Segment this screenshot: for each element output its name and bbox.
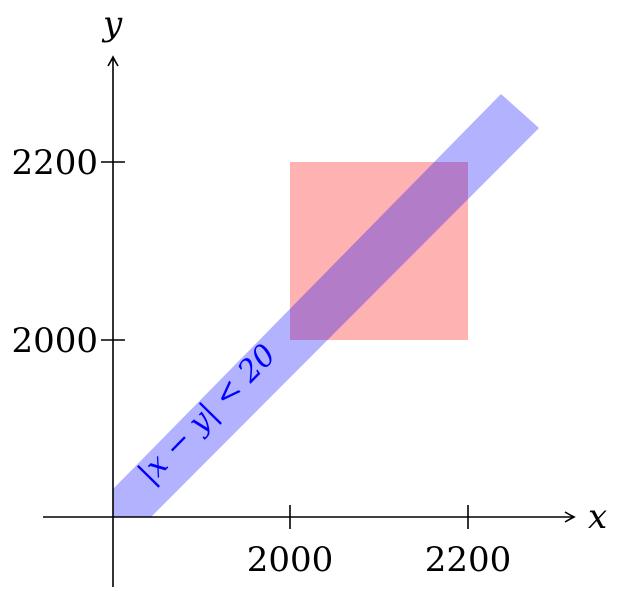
x-axis-label: x (588, 497, 607, 537)
band-label: |x − y| < 20 (131, 338, 283, 491)
y-tick-label-2000: 2000 (11, 321, 98, 361)
y-axis-label: y (101, 4, 123, 44)
y-tick-label-2200: 2200 (11, 143, 98, 183)
x-tick-label-2200: 2200 (425, 540, 512, 580)
diagonal-band (113, 94, 539, 517)
x-tick-label-2000: 2000 (247, 540, 334, 580)
square-region (290, 162, 468, 340)
